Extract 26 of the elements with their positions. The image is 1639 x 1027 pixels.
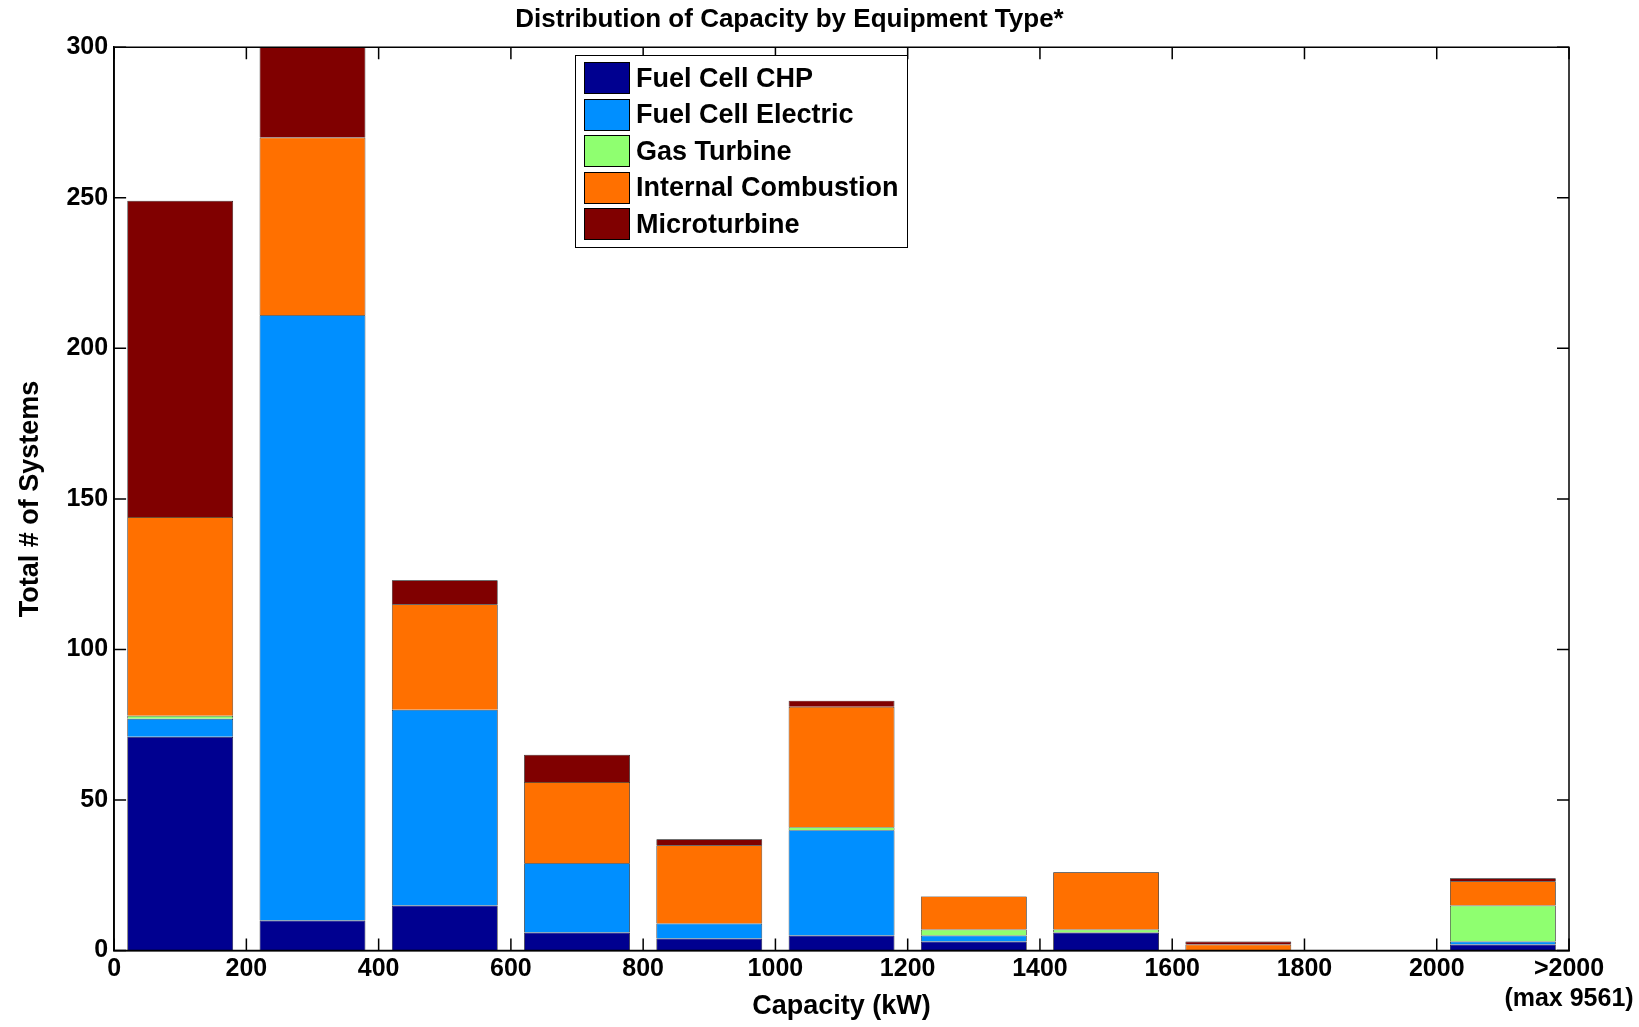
chart-title: Distribution of Capacity by Equipment Type* (515, 2, 1065, 33)
y-tick-label: 100 (66, 633, 109, 662)
legend-label: Gas Turbine (636, 135, 792, 167)
y-tick-label: 250 (66, 181, 109, 210)
x-tick-label: 1000 (747, 953, 804, 982)
x-tick-label: 800 (622, 953, 665, 982)
x-tick-label: 1200 (879, 953, 936, 982)
x-tick-label: 600 (490, 953, 532, 982)
y-tick-label: 50 (80, 783, 109, 812)
x-tick-label: 200 (225, 953, 268, 982)
legend-label: Fuel Cell CHP (636, 62, 814, 94)
y-axis-title: Total # of Systems (13, 380, 44, 618)
legend-label: Fuel Cell Electric (636, 99, 854, 131)
x-tick-label: 1600 (1144, 953, 1201, 982)
legend-label: Microturbine (636, 208, 800, 240)
x-axis-title: Capacity (kW) (752, 990, 931, 1021)
y-tick-label: 0 (94, 934, 109, 963)
y-tick-label: 150 (66, 482, 109, 511)
x-tick-label: 1800 (1276, 953, 1333, 982)
x-tick-label: >2000 (max 9561) (1504, 953, 1634, 1012)
x-tick-label: 1400 (1012, 953, 1068, 982)
x-tick-label: 400 (357, 953, 400, 982)
y-tick-label: 300 (66, 31, 109, 60)
x-tick-label: 2000 (1408, 953, 1465, 982)
y-tick-label: 200 (66, 332, 109, 361)
legend-label: Internal Combustion (636, 172, 899, 204)
